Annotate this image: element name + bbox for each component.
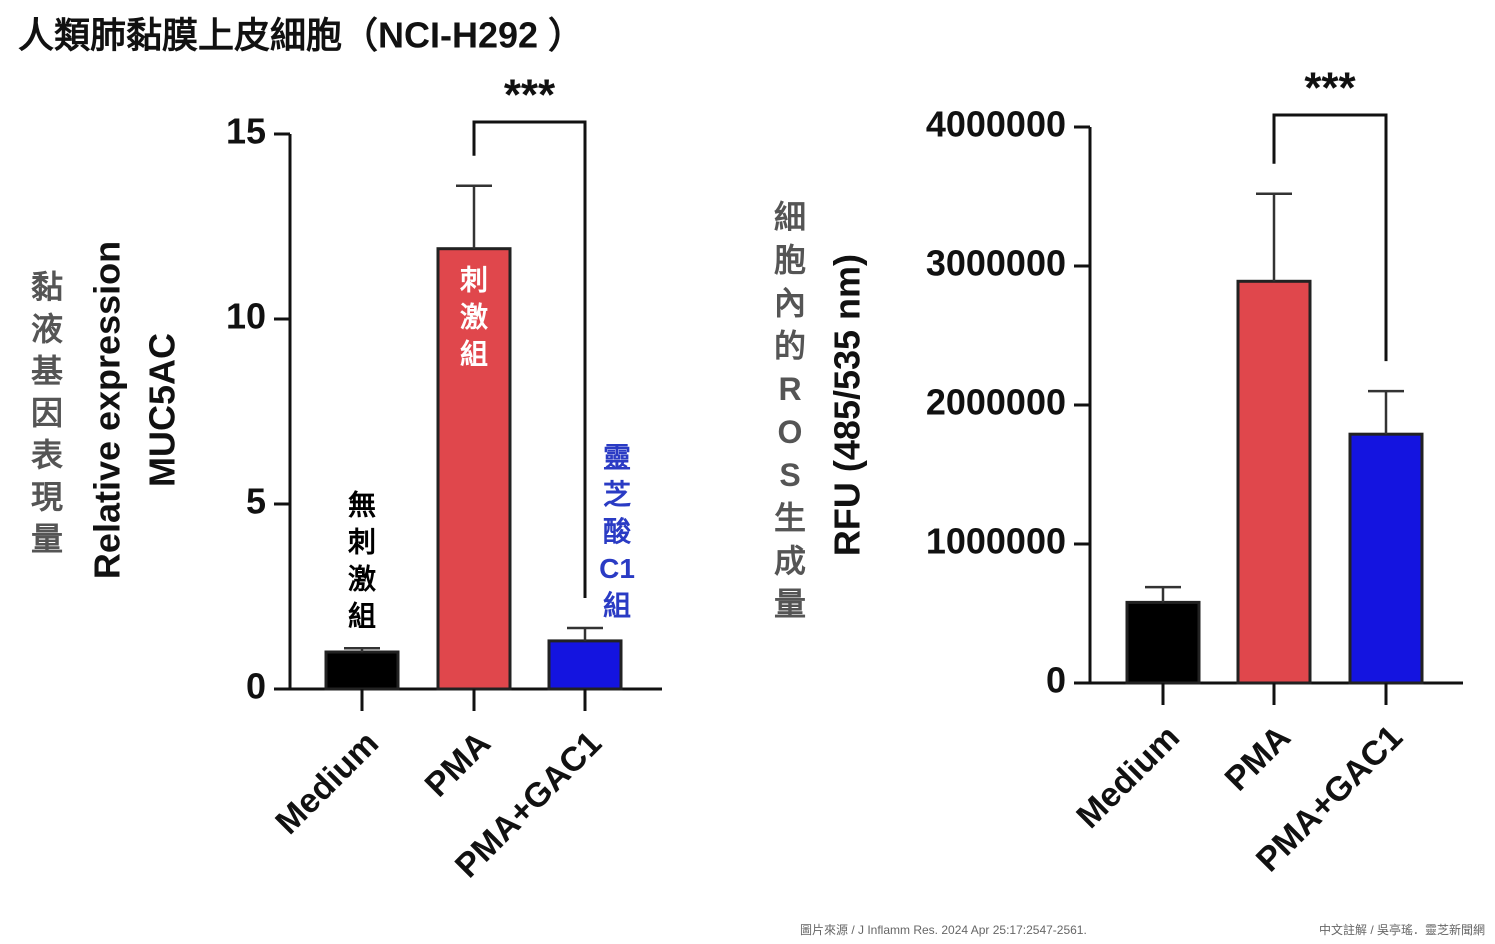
error-bar <box>456 184 492 249</box>
x-tick-label: Medium <box>1069 718 1187 836</box>
x-tick-label: PMA <box>1218 718 1298 798</box>
y-tick-label: 5 <box>246 481 266 522</box>
error-bar <box>1368 389 1404 435</box>
figure-title: 人類肺黏膜上皮細胞（NCI-H292 ） <box>18 15 584 56</box>
y-tick-label: 10 <box>226 296 266 337</box>
error-bar <box>1145 585 1181 603</box>
y-tick-label: 2000000 <box>926 382 1066 423</box>
y-axis-title: RFU (485/535 nm) <box>827 254 868 556</box>
x-tick-label: Medium <box>268 724 386 842</box>
y-tick-label: 3000000 <box>926 243 1066 284</box>
side-label: 黏液基因表現量 <box>31 269 63 557</box>
credit-note: 中文註解 / 吳亭瑤．靈芝新聞網 <box>1319 922 1485 937</box>
side-label: 細胞內的 R O S 生成量 <box>774 199 806 622</box>
bar <box>324 650 400 691</box>
significance-label: *** <box>1304 64 1356 113</box>
source-note: 圖片來源 / J Inflamm Res. 2024 Apr 25:17:254… <box>800 923 1087 937</box>
x-tick-label: PMA <box>418 724 498 804</box>
error-bar <box>567 626 603 641</box>
bar-annotation: 無刺激組 <box>348 490 376 632</box>
significance-bracket <box>472 120 587 598</box>
y-tick-label: 1000000 <box>926 521 1066 562</box>
significance-label: *** <box>504 71 556 120</box>
y-tick-label: 15 <box>226 111 266 152</box>
bar <box>547 639 623 691</box>
significance-bracket <box>1272 113 1388 362</box>
y-tick-label: 0 <box>246 666 266 707</box>
bar <box>1348 432 1424 685</box>
y-axis-title: MUC5AC <box>142 333 183 487</box>
y-tick-label: 4000000 <box>926 104 1066 145</box>
bar <box>1236 279 1312 685</box>
y-tick-label: 0 <box>1046 660 1066 701</box>
y-axis-title: Relative expression <box>87 241 128 579</box>
error-bar <box>344 647 380 652</box>
bar-annotation: 靈芝酸 C1 組 <box>599 442 635 621</box>
bar <box>1125 600 1201 685</box>
error-bar <box>1256 192 1292 282</box>
bar-annotation: 刺激組 <box>460 265 488 370</box>
